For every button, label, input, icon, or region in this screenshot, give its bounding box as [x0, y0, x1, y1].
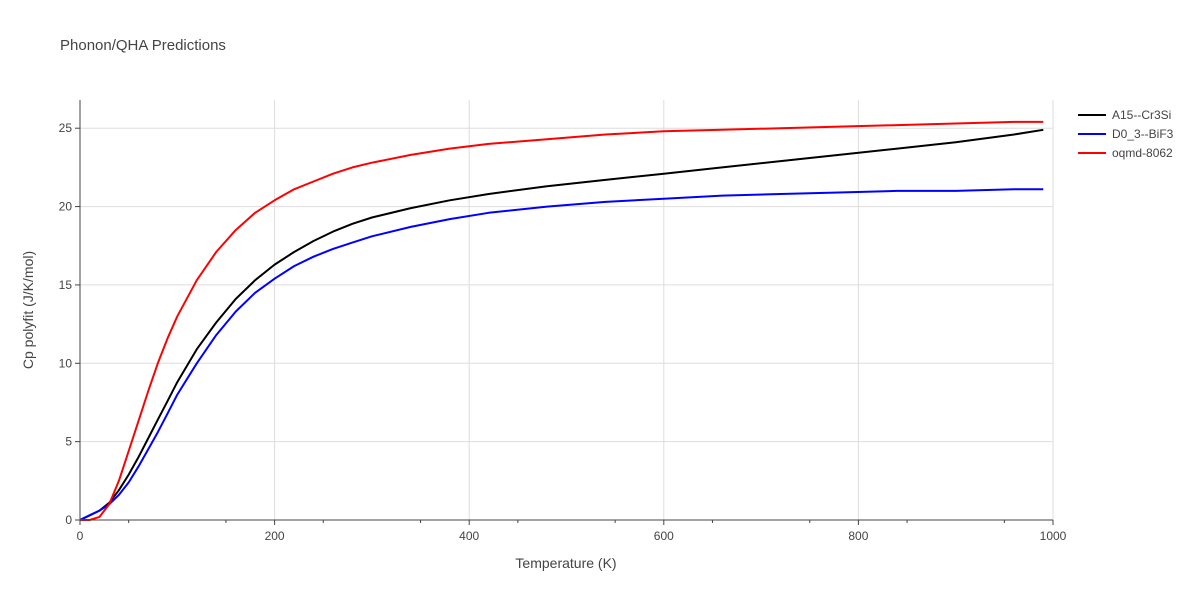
- series-line-D0_3--BiF3: [79, 188, 1044, 521]
- x-tick-label: 0: [77, 529, 84, 543]
- y-tick-label: 20: [59, 200, 73, 214]
- x-tick-label: 600: [654, 529, 674, 543]
- legend[interactable]: A15--Cr3Si D0_3--BiF3 oqmd-8062: [1078, 108, 1174, 160]
- legend-item[interactable]: D0_3--BiF3: [1078, 127, 1174, 141]
- y-axis-title: Cp polyfit (J/K/mol): [20, 251, 36, 369]
- axis-ticks: 0 200 400 600 800 1000 0 5 10 15 20 25: [59, 121, 1067, 543]
- x-tick-label: 800: [848, 529, 868, 543]
- y-tick-label: 10: [59, 356, 73, 370]
- legend-label: A15--Cr3Si: [1112, 108, 1171, 122]
- x-tick-label: 1000: [1040, 529, 1067, 543]
- chart-title: Phonon/QHA Predictions: [60, 37, 226, 54]
- legend-label: oqmd-8062: [1112, 146, 1173, 160]
- series-line-oqmd-8062: [80, 120, 1044, 521]
- x-tick-label: 200: [265, 529, 285, 543]
- x-tick-label: 400: [459, 529, 479, 543]
- series-lines: [79, 120, 1044, 521]
- y-tick-label: 0: [65, 513, 72, 527]
- legend-item[interactable]: A15--Cr3Si: [1078, 108, 1171, 122]
- y-tick-label: 5: [65, 435, 72, 449]
- y-tick-label: 15: [59, 278, 73, 292]
- y-tick-label: 25: [59, 121, 73, 135]
- series-line-A15--Cr3Si: [79, 128, 1044, 521]
- legend-label: D0_3--BiF3: [1112, 127, 1174, 141]
- gridlines: [80, 100, 1054, 520]
- legend-item[interactable]: oqmd-8062: [1078, 146, 1173, 160]
- x-axis-title: Temperature (K): [515, 555, 616, 571]
